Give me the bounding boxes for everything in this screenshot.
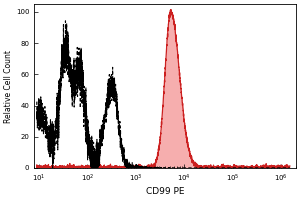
X-axis label: CD99 PE: CD99 PE xyxy=(146,187,184,196)
Y-axis label: Relative Cell Count: Relative Cell Count xyxy=(4,50,13,123)
